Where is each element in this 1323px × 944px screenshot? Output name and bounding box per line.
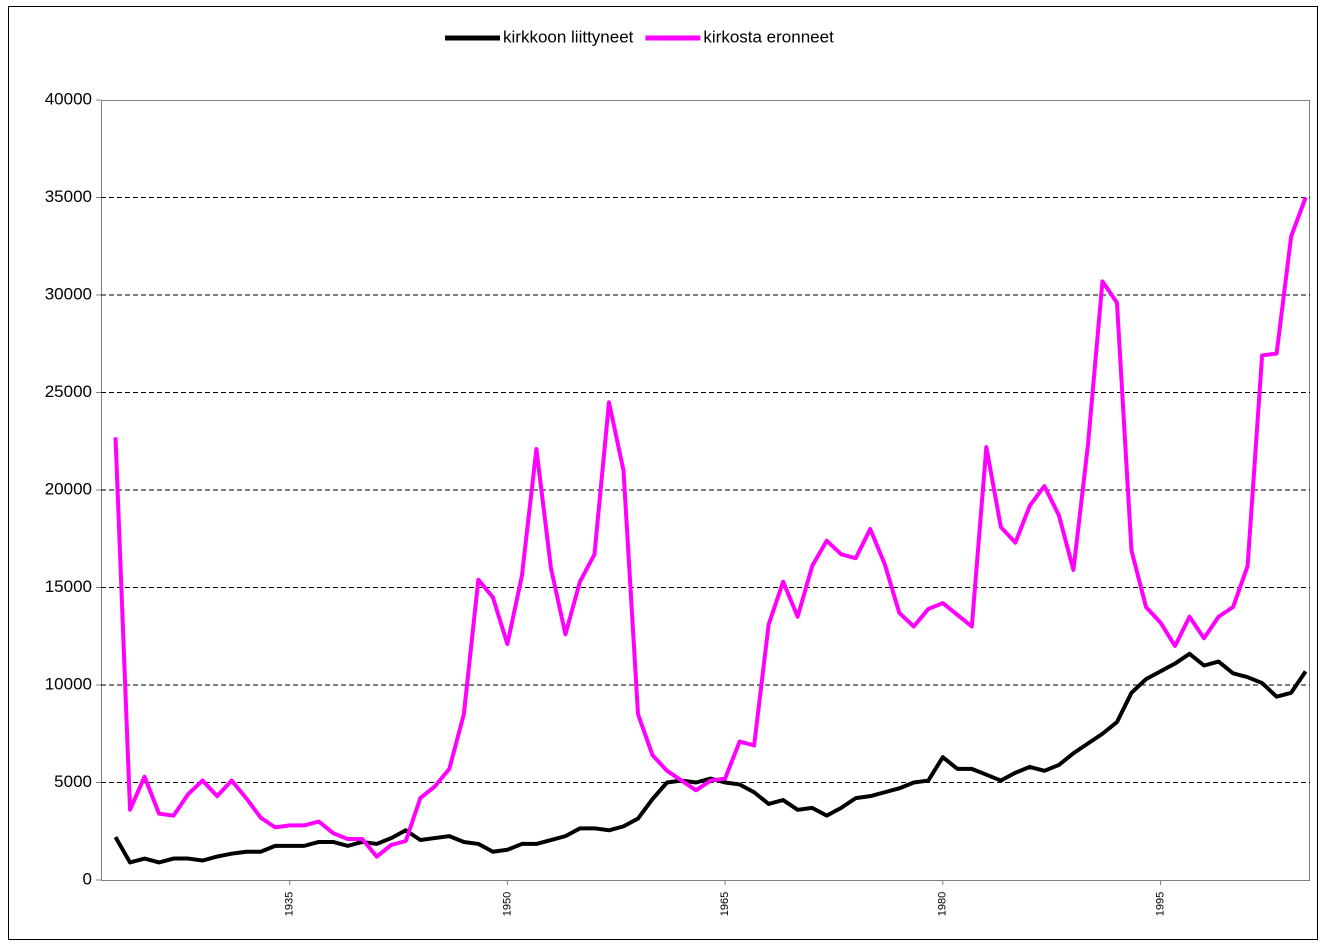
y-tick-label: 5000 — [54, 772, 92, 791]
y-tick-label: 20000 — [45, 479, 92, 498]
legend-label: kirkosta eronneet — [703, 27, 834, 46]
y-tick-label: 25000 — [45, 382, 92, 401]
y-tick-label: 0 — [83, 869, 92, 888]
y-tick-label: 15000 — [45, 577, 92, 596]
y-tick-label: 10000 — [45, 674, 92, 693]
x-tick-label: 1935 — [284, 892, 296, 916]
y-tick-label: 35000 — [45, 187, 92, 206]
x-tick-label: 1950 — [501, 892, 513, 916]
y-tick-label: 40000 — [45, 89, 92, 108]
x-tick-label: 1980 — [937, 892, 949, 916]
series-line — [113, 196, 1308, 859]
x-tick-label: 1995 — [1154, 892, 1166, 916]
x-tick-label: 1965 — [719, 892, 731, 916]
y-tick-label: 30000 — [45, 284, 92, 303]
legend-label: kirkkoon liittyneet — [503, 27, 634, 46]
